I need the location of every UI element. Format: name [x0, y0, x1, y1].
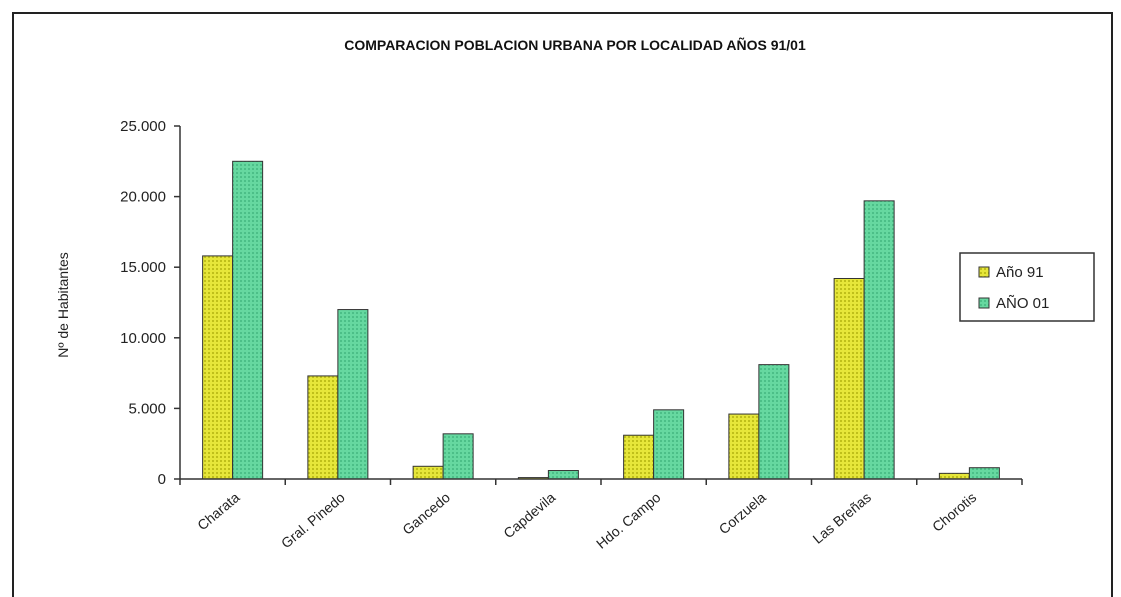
- chart-frame: [12, 12, 1113, 597]
- legend: Año 91 AÑO 01: [959, 252, 1095, 322]
- bar-ano-91-chorotis: [938, 472, 970, 480]
- legend-box: [959, 252, 1095, 322]
- y-tick-label: 10.000: [120, 330, 166, 347]
- x-tick-label: Corzuela: [716, 489, 769, 537]
- x-tick-label: Capdevila: [500, 489, 558, 541]
- bars: [202, 160, 1000, 480]
- x-tick-label: Las Breñas: [810, 489, 875, 547]
- y-tick-label: 20.000: [120, 189, 166, 206]
- bar-ano-91-gancedo: [412, 465, 444, 480]
- y-tick-label: 15.000: [120, 259, 166, 276]
- bar-ano-01-charata: [232, 160, 264, 480]
- y-tick-label: 5.000: [128, 400, 166, 417]
- bar-ano-91-charata: [202, 255, 234, 480]
- x-axis: Charata Gral. Pinedo Gancedo Capdevila Hdo. …: [179, 478, 1023, 552]
- x-tick-label: Gral. Pinedo: [278, 489, 348, 551]
- bar-ano-91-gral-pinedo: [307, 375, 339, 480]
- y-tick-label: 25.000: [120, 118, 166, 135]
- legend-swatch-ano-01: [978, 297, 990, 309]
- chart-title: COMPARACION POBLACION URBANA POR LOCALID…: [344, 36, 806, 53]
- bar-ano-91-corzuela: [728, 413, 760, 480]
- bar-ano-01-corzuela: [758, 364, 790, 480]
- legend-swatch-ano-91: [978, 266, 990, 278]
- x-tick-label: Hdo. Campo: [593, 489, 664, 552]
- bar-ano-91-las-bre-as: [833, 277, 865, 480]
- bar-ano-91-hdo-campo: [623, 434, 655, 480]
- legend-label-ano-01: AÑO 01: [996, 295, 1049, 312]
- y-axis: 0 5.000 10.000 15.000 20.000 25.000: [120, 118, 181, 488]
- bar-ano-01-capdevila: [547, 470, 579, 480]
- x-tick-label: Chorotis: [929, 489, 979, 535]
- x-tick-label: Charata: [194, 489, 243, 533]
- bar-ano-01-gancedo: [442, 433, 474, 480]
- bar-ano-01-las-bre-as: [863, 200, 895, 480]
- legend-label-ano-91: Año 91: [996, 264, 1044, 281]
- bar-ano-01-chorotis: [968, 467, 1000, 480]
- bar-ano-01-gral-pinedo: [337, 309, 369, 480]
- bar-ano-01-hdo-campo: [653, 409, 685, 480]
- y-tick-label: 0: [158, 471, 166, 488]
- y-axis-label: Nº de Habitantes: [55, 252, 71, 358]
- x-tick-label: Gancedo: [399, 489, 453, 538]
